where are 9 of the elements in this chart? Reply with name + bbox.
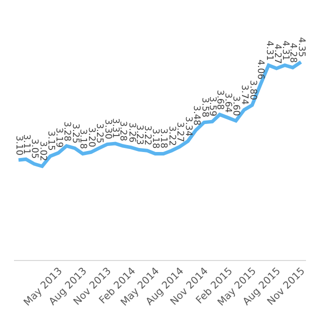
data-label: 4.06 xyxy=(255,59,266,80)
data-label: 3.05 xyxy=(29,138,40,159)
data-label: 3.34 xyxy=(183,116,194,137)
data-label: 3.64 xyxy=(222,92,233,114)
data-label: 3.74 xyxy=(239,84,250,106)
data-label: 3.10 xyxy=(13,135,24,156)
data-label: 3.20 xyxy=(86,127,96,148)
data-label: 4.35 xyxy=(296,37,306,58)
data-label: 4.31 xyxy=(264,40,274,61)
